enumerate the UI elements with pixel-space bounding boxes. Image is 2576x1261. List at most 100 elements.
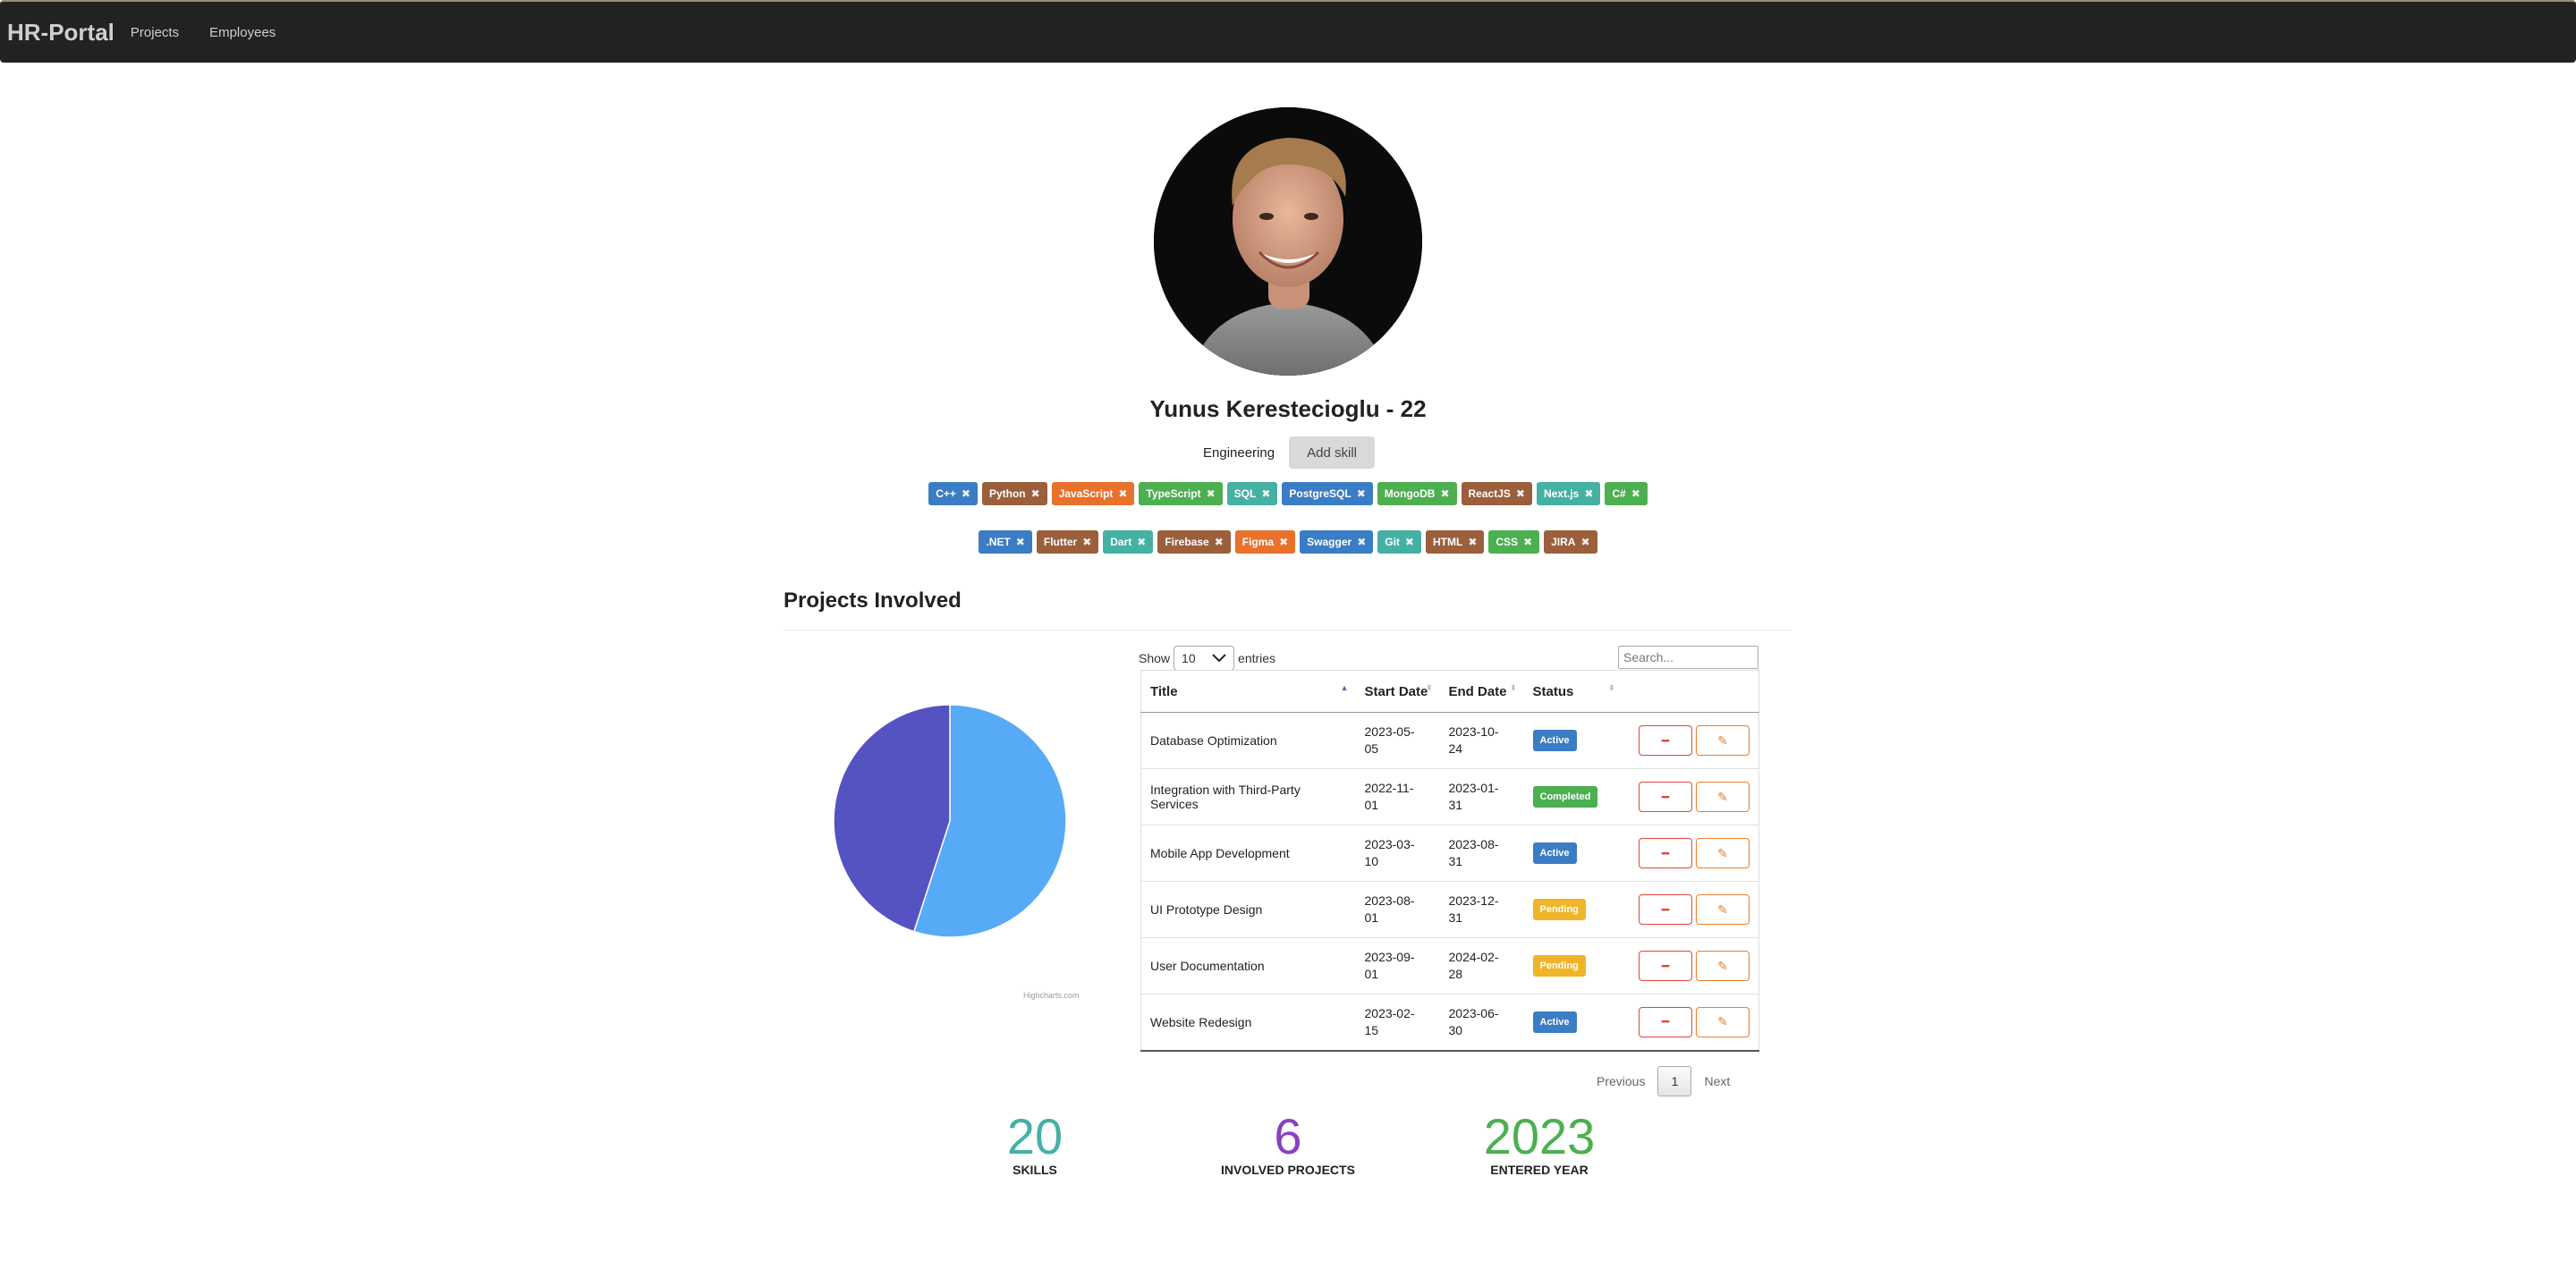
pencil-icon: ✎ — [1717, 845, 1728, 860]
avatar — [1154, 107, 1422, 376]
projects-table: Title ▲ Start Date ⬍ End Date ⬍ Status ⬍ Dat… — [1140, 670, 1759, 1052]
status-badge: Active — [1532, 842, 1577, 864]
column-header-end-date[interactable]: End Date ⬍ — [1439, 670, 1524, 713]
actions-cell: ━ ✎ — [1622, 937, 1759, 994]
skill-tag-label: Git — [1385, 536, 1400, 548]
actions-cell: ━ ✎ — [1622, 712, 1759, 769]
start-date-cell: 2023-05-05 — [1355, 712, 1440, 769]
delete-button[interactable]: ━ — [1639, 894, 1692, 925]
end-date: 2023-12-31 — [1448, 893, 1499, 925]
sort-icon: ⬍ — [1607, 683, 1615, 692]
pencil-icon: ✎ — [1717, 958, 1728, 973]
start-date: 2023-03-10 — [1364, 837, 1415, 868]
project-title: User Documentation — [1140, 937, 1356, 994]
table-row: Integration with Third-Party Services 202… — [1140, 768, 1759, 825]
status-cell: Active — [1523, 825, 1623, 882]
status-badge: Active — [1532, 730, 1577, 751]
stat-projects: 6 INVOLVED PROJECTS — [1181, 1109, 1395, 1178]
remove-skill-icon[interactable]: ✖ — [1206, 487, 1216, 500]
start-date: 2023-08-01 — [1364, 893, 1415, 925]
stat-year-value: 2023 — [1483, 1108, 1596, 1164]
stat-skills-label: SKILLS — [1013, 1163, 1057, 1177]
column-header-status[interactable]: Status ⬍ — [1523, 670, 1623, 713]
minus-icon: ━ — [1661, 1014, 1670, 1029]
minus-icon: ━ — [1661, 789, 1670, 804]
status-badge: Pending — [1532, 955, 1586, 977]
remove-skill-icon[interactable]: ✖ — [1261, 487, 1271, 500]
remove-skill-icon[interactable]: ✖ — [1356, 487, 1366, 500]
column-header-title[interactable]: Title ▲ — [1140, 670, 1356, 713]
delete-button[interactable]: ━ — [1639, 838, 1692, 868]
end-date: 2023-10-24 — [1448, 724, 1499, 756]
remove-skill-icon[interactable]: ✖ — [1523, 536, 1533, 548]
remove-skill-icon[interactable]: ✖ — [1580, 536, 1590, 548]
edit-button[interactable]: ✎ — [1696, 951, 1750, 981]
brand-logo[interactable]: HR-Portal — [7, 18, 114, 46]
remove-skill-icon[interactable]: ✖ — [1030, 487, 1040, 500]
pencil-icon: ✎ — [1717, 1014, 1728, 1029]
remove-skill-icon[interactable]: ✖ — [1357, 536, 1367, 548]
edit-button[interactable]: ✎ — [1696, 894, 1750, 925]
edit-button[interactable]: ✎ — [1696, 782, 1750, 812]
next-page-button[interactable]: Next — [1704, 1074, 1731, 1088]
nav-link-employees[interactable]: Employees — [209, 24, 276, 40]
skill-tag: Firebase ✖ — [1157, 530, 1231, 554]
remove-skill-icon[interactable]: ✖ — [1279, 536, 1289, 548]
remove-skill-icon[interactable]: ✖ — [1468, 536, 1478, 548]
skill-tag-label: JIRA — [1551, 536, 1576, 548]
delete-button[interactable]: ━ — [1639, 951, 1692, 981]
remove-skill-icon[interactable]: ✖ — [1515, 487, 1525, 500]
previous-page-button[interactable]: Previous — [1597, 1074, 1646, 1088]
delete-button[interactable]: ━ — [1639, 1006, 1692, 1037]
skill-tag-label: ReactJS — [1468, 487, 1511, 500]
edit-button[interactable]: ✎ — [1696, 838, 1750, 868]
end-date-cell: 2023-08-31 — [1439, 825, 1524, 882]
pie-slice[interactable] — [912, 704, 1067, 938]
end-date: 2024-02-28 — [1448, 950, 1499, 981]
remove-skill-icon[interactable]: ✖ — [1214, 536, 1224, 548]
remove-skill-icon[interactable]: ✖ — [1404, 536, 1414, 548]
remove-skill-icon[interactable]: ✖ — [1584, 487, 1594, 500]
skill-tag-label: Next.js — [1543, 487, 1580, 500]
remove-skill-icon[interactable]: ✖ — [1118, 487, 1128, 500]
minus-icon: ━ — [1661, 732, 1670, 748]
edit-button[interactable]: ✎ — [1696, 1006, 1750, 1037]
remove-skill-icon[interactable]: ✖ — [1082, 536, 1092, 548]
end-date: 2023-06-30 — [1448, 1005, 1499, 1037]
edit-button[interactable]: ✎ — [1696, 725, 1750, 756]
stat-year-label: ENTERED YEAR — [1490, 1163, 1589, 1177]
project-title: UI Prototype Design — [1140, 881, 1356, 938]
project-title: Database Optimization — [1140, 712, 1356, 769]
status-cell: Active — [1523, 994, 1623, 1051]
remove-skill-icon[interactable]: ✖ — [1015, 536, 1025, 548]
delete-button[interactable]: ━ — [1639, 782, 1692, 812]
chart-credit[interactable]: Highcharts.com — [1023, 991, 1080, 1000]
navbar: HR-Portal Projects Employees — [0, 0, 2576, 63]
skill-tag: PostgreSQL ✖ — [1282, 482, 1373, 505]
search-input[interactable] — [1618, 646, 1758, 669]
skill-tag-label: SQL — [1233, 487, 1257, 500]
stat-entered-year: 2023 ENTERED YEAR — [1432, 1108, 1647, 1178]
remove-skill-icon[interactable]: ✖ — [1631, 487, 1640, 500]
show-entries-control: Show 10 entries — [1139, 646, 1275, 671]
sort-asc-icon: ▲ — [1340, 683, 1349, 692]
nav-link-projects[interactable]: Projects — [130, 24, 180, 40]
skill-tag-label: Swagger — [1307, 536, 1352, 548]
page-1-button[interactable]: 1 — [1657, 1066, 1692, 1096]
skill-tag-label: MongoDB — [1384, 487, 1436, 500]
table-row: Mobile App Development 2023-03-10 2023-08-… — [1140, 825, 1759, 882]
skill-tag-label: JavaScript — [1058, 487, 1114, 500]
employee-name: Yunus Kerestecioglu - 22 — [1149, 395, 1427, 422]
page-length-value: 10 — [1182, 651, 1196, 665]
remove-skill-icon[interactable]: ✖ — [1440, 487, 1450, 500]
delete-button[interactable]: ━ — [1639, 725, 1692, 756]
pie-slice[interactable] — [833, 704, 951, 933]
remove-skill-icon[interactable]: ✖ — [961, 487, 970, 500]
skill-tag-label: Firebase — [1165, 536, 1209, 548]
page-length-select[interactable]: 10 — [1174, 646, 1235, 671]
remove-skill-icon[interactable]: ✖ — [1137, 536, 1147, 548]
column-header-start-date[interactable]: Start Date ⬍ — [1355, 670, 1440, 713]
add-skill-button[interactable]: Add skill — [1289, 436, 1376, 469]
skill-tag: HTML ✖ — [1425, 530, 1485, 554]
status-cell: Pending — [1523, 937, 1623, 994]
